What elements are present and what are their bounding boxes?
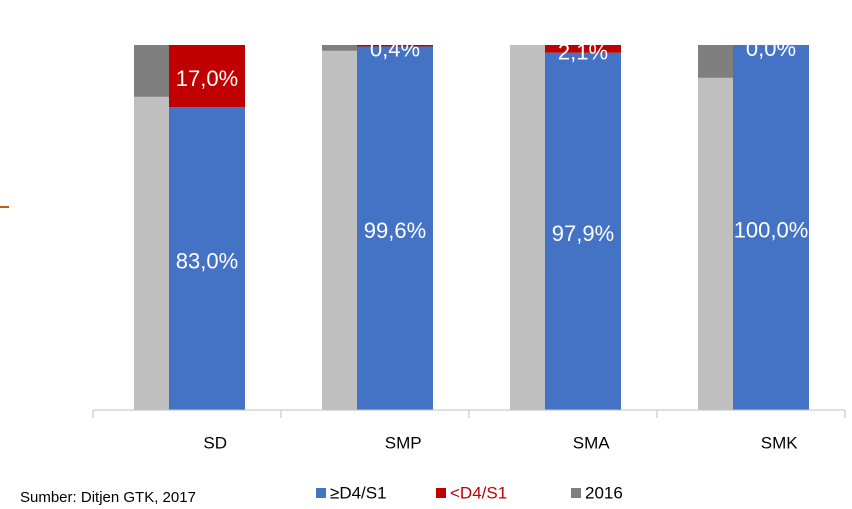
value-label: 100,0% xyxy=(734,217,809,242)
bar-segment xyxy=(322,45,357,51)
value-label: 0,0% xyxy=(746,36,796,61)
value-label: 97,9% xyxy=(552,221,614,246)
legend-label: 2016 xyxy=(585,483,623,502)
bar-segment xyxy=(169,107,245,411)
bar-segment xyxy=(357,45,433,47)
bar-segment xyxy=(357,46,433,411)
value-label: 99,6% xyxy=(364,218,426,243)
axis: SD SMP SMA SMK xyxy=(92,409,846,452)
legend-swatch xyxy=(316,488,326,498)
bar-segment xyxy=(545,45,621,53)
value-label: 17,0% xyxy=(176,66,238,91)
value-label: 2,1% xyxy=(558,40,608,65)
bar-segment xyxy=(733,45,809,410)
bar-segment xyxy=(134,96,169,410)
x-tick-label: SD xyxy=(203,433,227,452)
legend-swatch xyxy=(436,488,446,498)
source: Sumber: Ditjen GTK, 2017 xyxy=(20,489,196,506)
value-label: 83,0% xyxy=(176,248,238,273)
bar-segment xyxy=(134,45,169,97)
x-tick-label: SMK xyxy=(761,433,799,452)
plot-area: 83,0% 17,0% 99,6% 0,4% 97,9% 2,1% 100,0% 0,0% xyxy=(134,36,809,411)
x-tick-label: SMA xyxy=(573,433,611,452)
legend-label: ≥D4/S1 xyxy=(330,483,387,502)
legend-swatch xyxy=(571,488,581,498)
bar-segment xyxy=(322,50,357,411)
bar-segment xyxy=(510,45,545,410)
legend-label: <D4/S1 xyxy=(450,483,507,502)
x-tick-label: SMP xyxy=(385,433,422,452)
bar-segment xyxy=(698,45,733,78)
value-label: 0,4% xyxy=(370,37,420,62)
bar-segment xyxy=(545,52,621,410)
bar-segment xyxy=(698,77,733,410)
bar-segment xyxy=(169,45,245,108)
